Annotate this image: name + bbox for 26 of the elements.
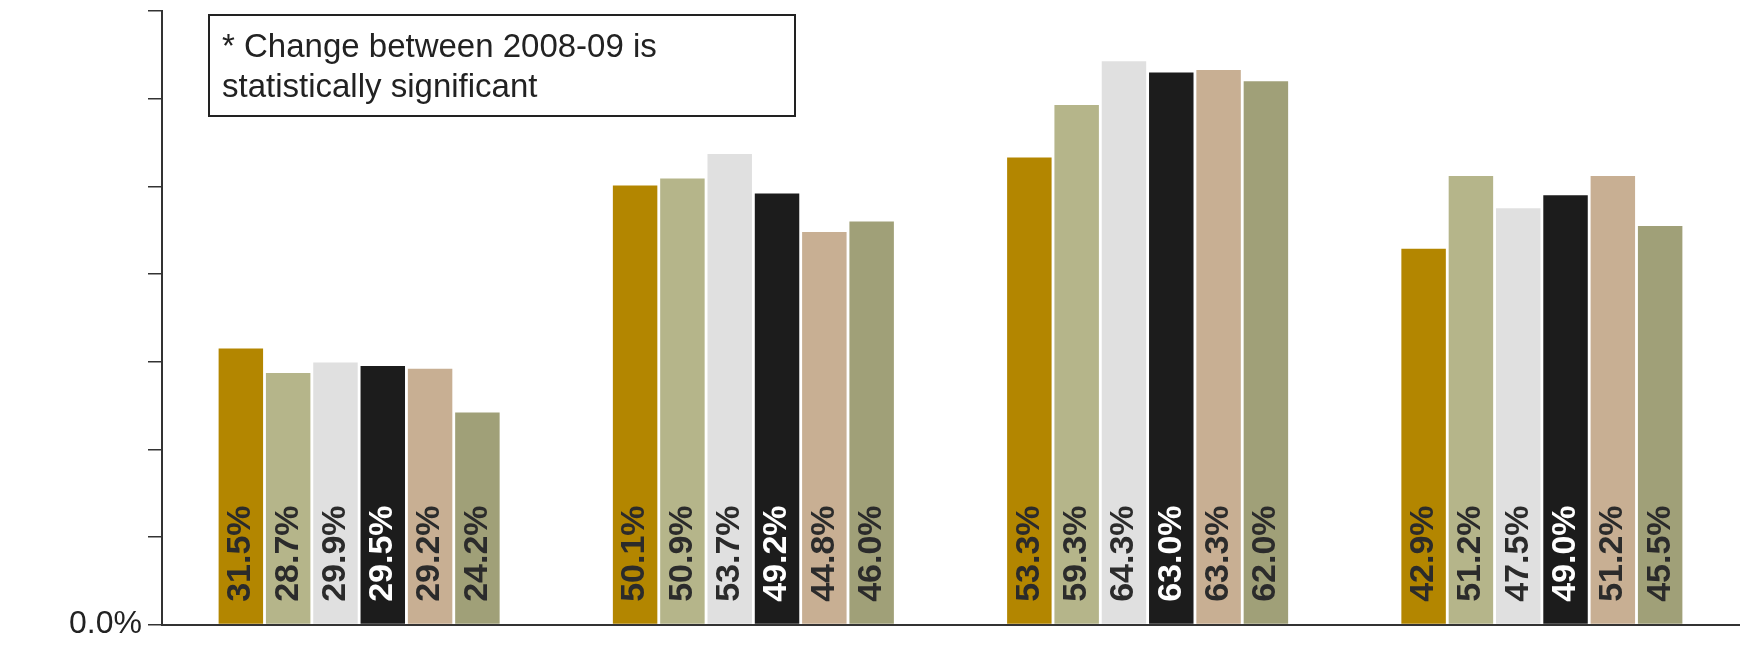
data-label: 63.0% [1149,505,1188,602]
data-label: 24.2% [455,505,494,602]
data-label: 28.7% [266,505,305,602]
data-label: 49.2% [755,505,794,602]
data-label: 50.9% [660,505,699,602]
data-label: 49.0% [1543,505,1582,602]
data-label: 53.7% [708,505,747,602]
data-label: 53.3% [1007,505,1046,602]
data-label: 64.3% [1102,505,1141,602]
data-label: 42.9% [1401,505,1440,602]
data-label: 51.2% [1591,505,1630,602]
data-label: 31.5% [219,505,258,602]
data-label: 44.8% [802,505,841,602]
text: 0.0% [69,604,142,641]
data-label: 59.3% [1055,505,1094,602]
data-label: 29.9% [313,505,352,602]
data-label: 50.1% [613,505,652,602]
annotation: * Change between 2008-09 is statistically significant [208,14,796,118]
data-label: 63.3% [1196,505,1235,602]
data-label: 29.2% [408,505,447,602]
data-label: 47.5% [1496,505,1535,602]
data-label: 45.5% [1638,505,1677,602]
data-label: 29.5% [361,505,400,602]
data-label: 51.2% [1449,505,1488,602]
data-label: 46.0% [850,505,889,602]
data-label: 62.0% [1244,505,1283,602]
